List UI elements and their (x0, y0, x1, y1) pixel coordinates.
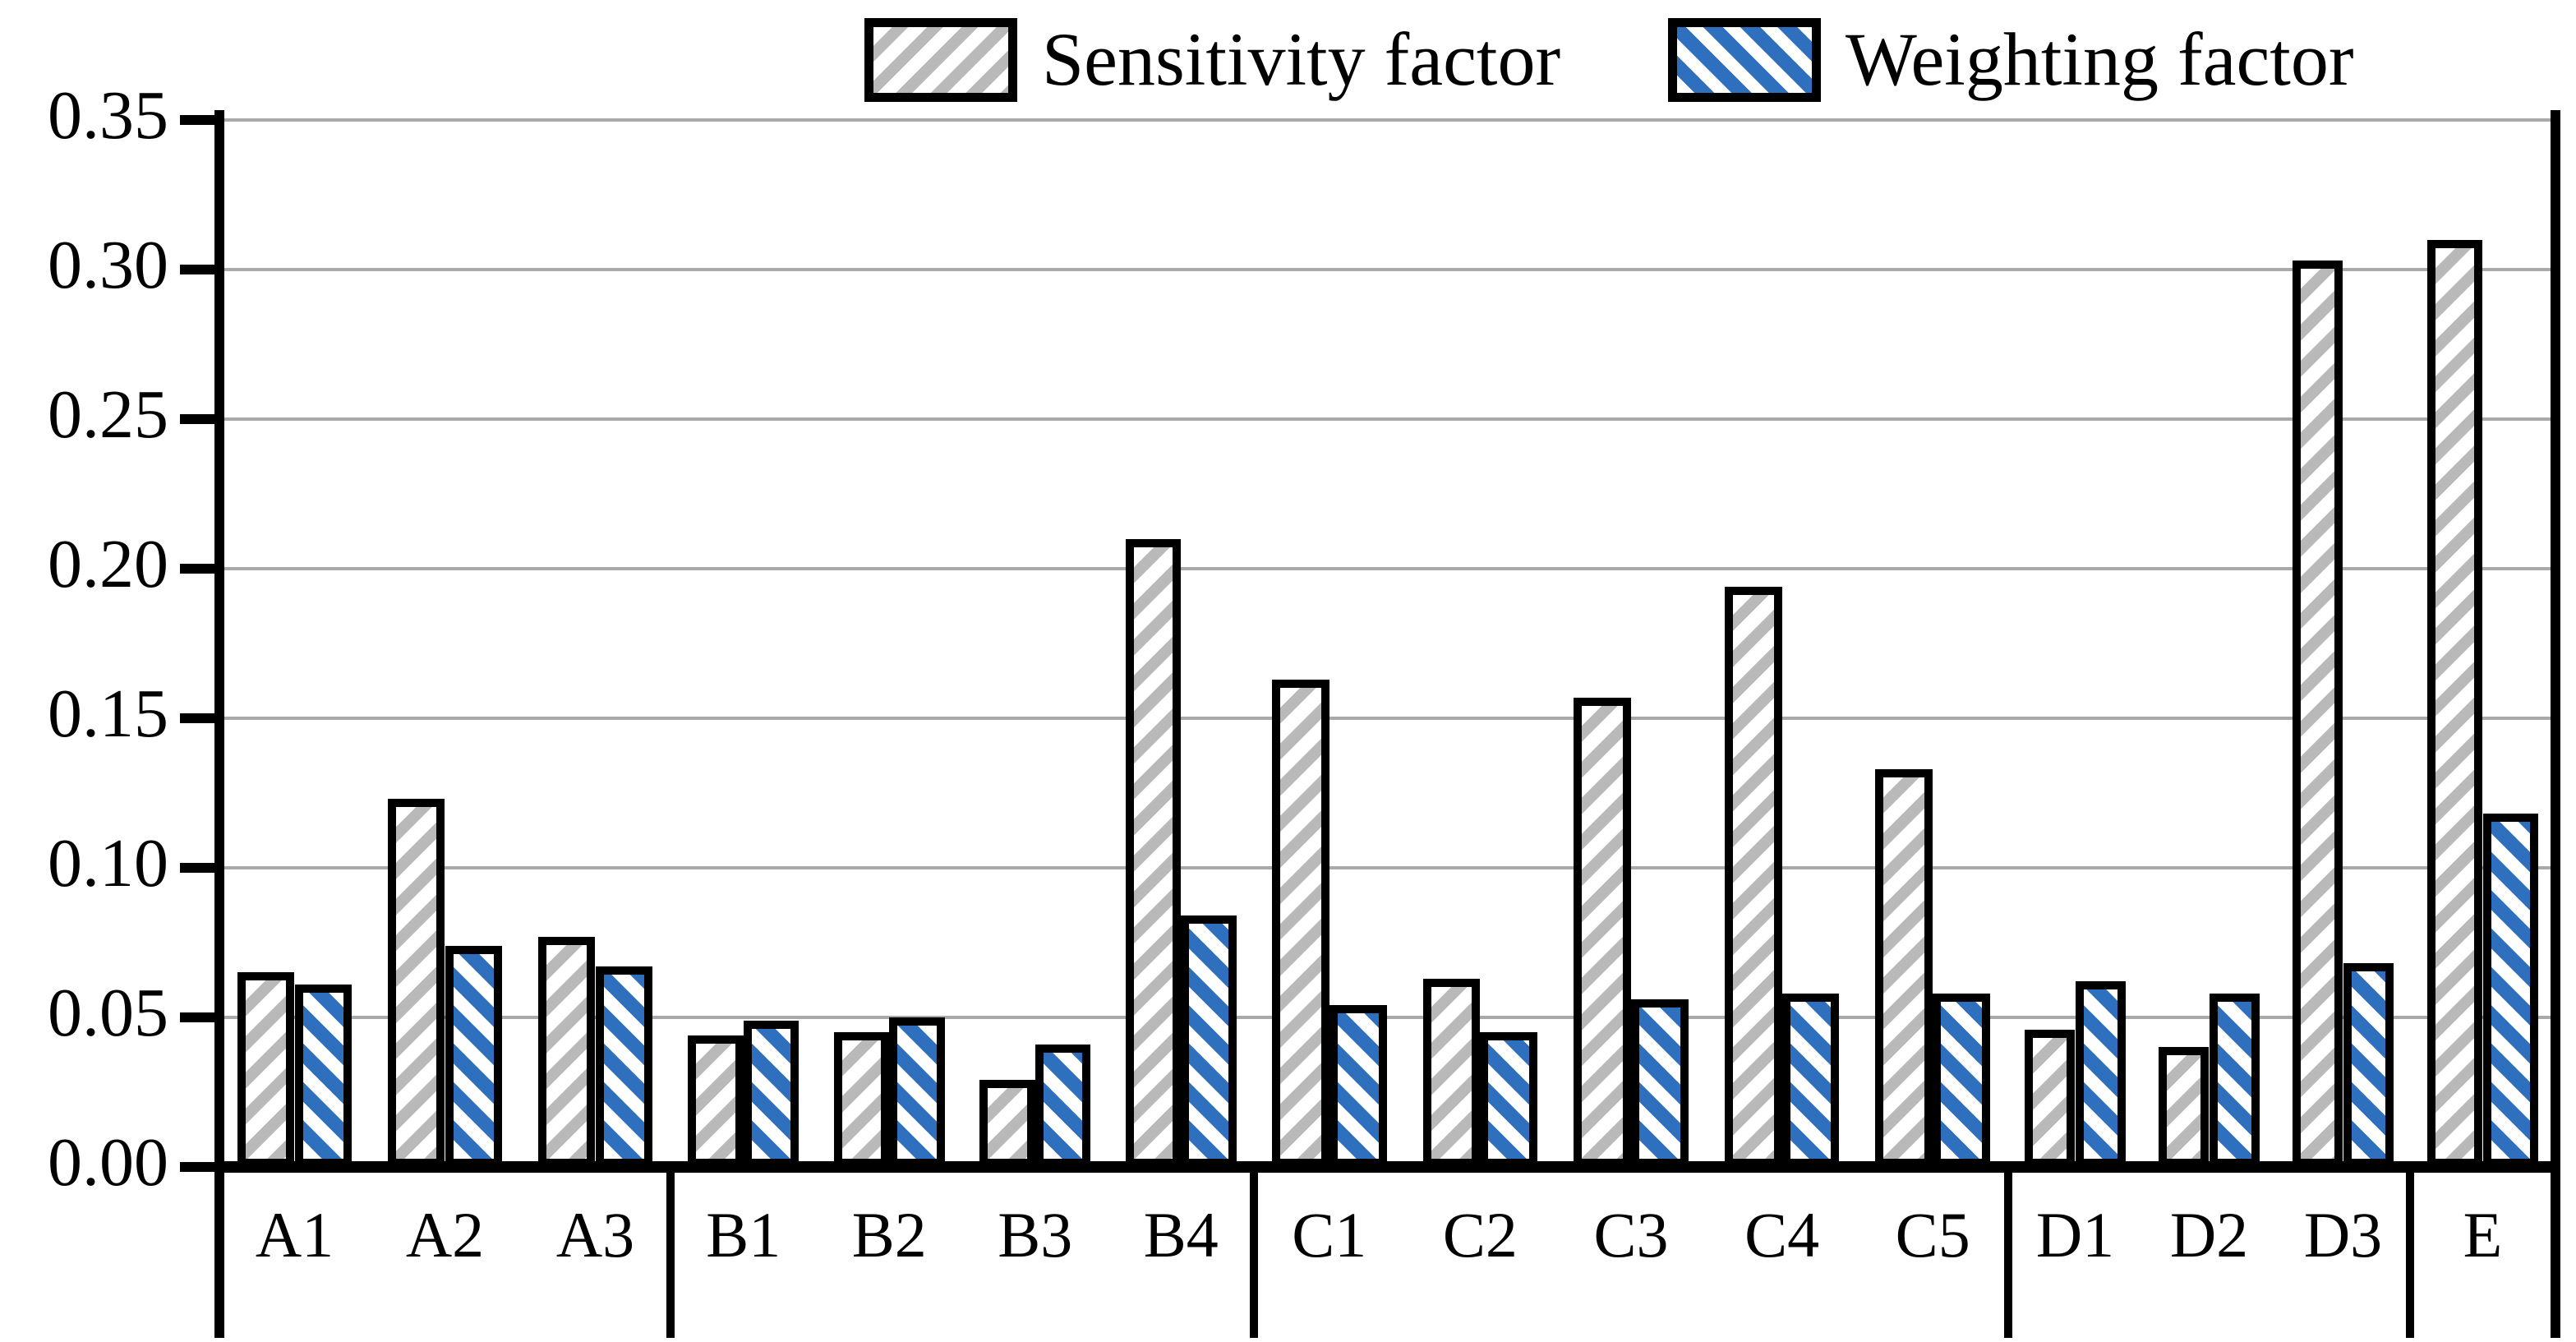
y-axis-label-0.10: 0.10 (48, 825, 168, 902)
bar-weighting-B2 (889, 1017, 945, 1167)
gridline-0.30 (219, 268, 2555, 271)
y-axis-tick-0.20 (180, 564, 224, 574)
bar-sensitivity-C1 (1272, 679, 1329, 1167)
bar-sensitivity-D3 (2292, 261, 2343, 1167)
y-axis-label-0.30: 0.30 (48, 227, 168, 303)
bar-weighting-A2 (445, 945, 503, 1167)
bar-weighting-B4 (1181, 915, 1237, 1167)
x-axis-label-C3: C3 (1593, 1199, 1669, 1271)
bar-weighting-C2 (1480, 1032, 1538, 1167)
y-axis-tick-0.25 (180, 414, 224, 424)
bar-sensitivity-B3 (979, 1080, 1035, 1167)
x-axis-label-A1: A1 (255, 1199, 334, 1271)
bar-sensitivity-C3 (1574, 697, 1631, 1167)
bar-weighting-B3 (1035, 1044, 1091, 1167)
bar-sensitivity-B4 (1125, 538, 1182, 1167)
gridline-0.20 (219, 567, 2555, 570)
bar-weighting-A3 (595, 966, 653, 1167)
gridline-0.35 (219, 118, 2555, 122)
bar-weighting-B1 (743, 1020, 800, 1167)
y-axis-label-0.05: 0.05 (48, 975, 168, 1051)
legend-label-sensitivity: Sensitivity factor (1042, 17, 1561, 101)
y-axis-label-0.00: 0.00 (48, 1124, 168, 1201)
bar-weighting-D1 (2075, 981, 2127, 1167)
legend-label-weighting: Weighting factor (1846, 17, 2354, 101)
x-axis-label-C2: C2 (1442, 1199, 1518, 1271)
y-axis-label-0.15: 0.15 (48, 676, 168, 752)
y-axis-tick-0.35 (180, 115, 224, 125)
bar-sensitivity-C4 (1724, 586, 1782, 1167)
x-axis-label-C5: C5 (1895, 1199, 1970, 1271)
bar-weighting-E (2482, 814, 2538, 1167)
x-axis-label-D3: D3 (2303, 1199, 2383, 1271)
gridline-0.10 (219, 866, 2555, 869)
bar-weighting-D2 (2209, 993, 2260, 1167)
x-axis-label-D2: D2 (2169, 1199, 2249, 1271)
bar-sensitivity-E (2427, 239, 2483, 1167)
right-frame-line (2551, 110, 2560, 1338)
x-axis-label-B2: B2 (851, 1199, 927, 1271)
gridline-0.25 (219, 417, 2555, 421)
bar-sensitivity-B1 (688, 1035, 744, 1167)
y-axis-line (214, 110, 224, 1338)
bar-sensitivity-D1 (2024, 1029, 2076, 1167)
x-axis-label-A2: A2 (405, 1199, 485, 1271)
x-axis-label-B1: B1 (706, 1199, 781, 1271)
group-separator-4 (2406, 1167, 2414, 1338)
bar-sensitivity-A3 (537, 936, 596, 1167)
group-separator-1 (666, 1167, 675, 1338)
group-separator-2 (1250, 1167, 1258, 1338)
bar-sensitivity-B2 (833, 1032, 890, 1167)
group-separator-3 (2004, 1167, 2012, 1338)
x-axis-line (214, 1161, 2560, 1173)
bar-weighting-C3 (1631, 999, 1689, 1167)
legend-swatch-weighting-icon (1668, 18, 1821, 102)
bar-weighting-C5 (1933, 993, 1990, 1167)
y-axis-tick-0.05 (180, 1012, 224, 1022)
bar-weighting-C1 (1329, 1005, 1387, 1167)
y-axis-tick-0.15 (180, 713, 224, 723)
bar-weighting-D3 (2343, 963, 2394, 1167)
y-axis-tick-0.30 (180, 265, 224, 274)
gridline-0.05 (219, 1016, 2555, 1019)
x-axis-label-B4: B4 (1143, 1199, 1219, 1271)
y-axis-label-0.25: 0.25 (48, 376, 168, 453)
bar-weighting-A1 (294, 984, 353, 1167)
legend-swatch-sensitivity-icon (864, 18, 1017, 102)
y-axis-tick-0.10 (180, 863, 224, 873)
bar-sensitivity-C2 (1422, 978, 1481, 1167)
bar-sensitivity-D2 (2158, 1047, 2210, 1167)
bar-weighting-C4 (1781, 993, 1840, 1167)
x-axis-label-C1: C1 (1292, 1199, 1367, 1271)
gridline-0.15 (219, 717, 2555, 720)
x-axis-label-C4: C4 (1744, 1199, 1820, 1271)
bar-sensitivity-A1 (237, 972, 295, 1167)
x-axis-label-E: E (2463, 1199, 2503, 1271)
x-axis-label-D1: D1 (2035, 1199, 2115, 1271)
x-axis-label-A3: A3 (555, 1199, 635, 1271)
y-axis-label-0.20: 0.20 (48, 526, 168, 602)
y-axis-label-0.35: 0.35 (48, 77, 168, 154)
bar-sensitivity-A2 (387, 799, 445, 1167)
x-axis-label-B3: B3 (998, 1199, 1073, 1271)
y-axis-tick-0.00 (180, 1162, 224, 1172)
bar-sensitivity-C5 (1875, 768, 1933, 1167)
